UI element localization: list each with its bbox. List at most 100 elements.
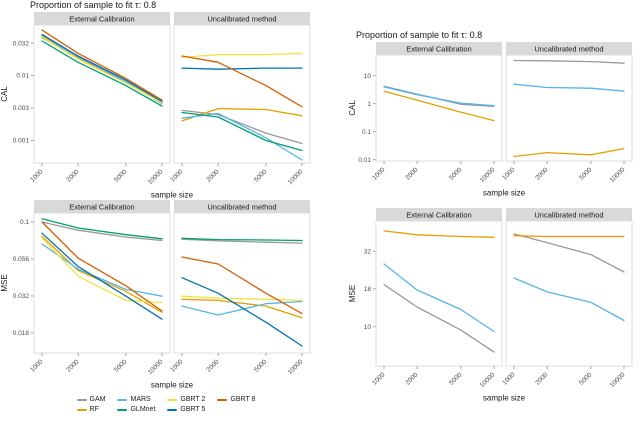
y-tick-label: 10 — [364, 324, 372, 331]
facet-strip-label: External Calibration — [69, 203, 134, 212]
y-axis-label: MSE — [348, 285, 357, 302]
legend-key-gbrt-2 — [167, 398, 178, 402]
series-line-gbrt-2 — [181, 295, 303, 302]
legend-label-glmnet: GLMnet — [130, 406, 156, 413]
x-tick-label: 1000 — [29, 358, 44, 373]
facet-panel — [375, 54, 503, 162]
x-axis-label: sample size — [151, 191, 194, 200]
legend-entry-rf: RF — [76, 405, 106, 415]
left-figure-column: Proportion of sample to fit τ: 0.8 CAL 0.… — [0, 0, 332, 415]
y-tick-label: 0.001 — [13, 138, 30, 145]
facet-strip — [376, 42, 502, 55]
legend-key-gam — [76, 398, 87, 402]
legend-label-gbrt-8: GBRT 8 — [230, 396, 256, 403]
series-line-gam — [513, 59, 625, 64]
left-mse-chart: MSE 0.1 0.056 0.032 0.018 External Calibratio… — [0, 200, 332, 390]
x-tick-label: 10000 — [609, 371, 627, 389]
x-tick-label: 2000 — [65, 168, 80, 183]
legend-key-rf — [76, 408, 87, 412]
x-tick-label: 5000 — [113, 168, 128, 183]
cal-chart-svg: CAL 10 1 0.1 0.01 External Calibration 1000 200… — [348, 42, 633, 198]
facet-panel — [173, 212, 311, 354]
facet-strip-label: Uncalibrated method — [534, 45, 603, 54]
series-line-gbrt-8 — [41, 29, 163, 101]
series-line-gbrt-5 — [41, 33, 163, 103]
x-tick-label: 2000 — [534, 166, 549, 181]
x-tick-label: 5000 — [578, 166, 593, 181]
legend-label-rf: RF — [89, 406, 99, 413]
facet-strip — [506, 42, 632, 55]
series-line-rf — [383, 90, 495, 122]
facet-strip — [174, 200, 310, 213]
x-tick-label: 1000 — [501, 166, 516, 181]
y-tick-label: 0.01 — [16, 73, 29, 80]
y-tick-label: 32 — [364, 248, 372, 255]
legend-column: GBRT 8 — [217, 395, 255, 405]
x-axis-label: sample size — [483, 394, 526, 403]
series-line-gam — [41, 221, 163, 242]
series-line-glmnet — [41, 40, 163, 107]
legend-entry-glmnet: GLMnet — [117, 405, 155, 415]
x-tick-label: 5000 — [448, 371, 463, 386]
series-line-rf — [513, 147, 625, 158]
series-line-gbrt-5 — [41, 232, 163, 320]
x-tick-label: 10000 — [147, 168, 165, 186]
series-line-mars — [383, 86, 495, 107]
series-line-glmnet — [181, 237, 303, 242]
y-tick-label: 0.032 — [13, 40, 30, 47]
x-tick-label: 1000 — [371, 371, 386, 386]
facet-strip-label: External Calibration — [406, 211, 471, 220]
series-line-rf — [513, 235, 625, 238]
x-tick-label: 10000 — [147, 358, 165, 376]
x-tick-label: 10000 — [287, 168, 305, 186]
series-line-glmnet — [181, 111, 303, 152]
series-line-mars — [181, 300, 303, 316]
x-tick-label: 5000 — [578, 371, 593, 386]
legend-key-mars — [117, 398, 128, 402]
y-tick-label: 1 — [367, 101, 371, 108]
series-line-gbrt-5 — [181, 67, 303, 70]
x-tick-label: 2000 — [205, 168, 220, 183]
x-tick-label: 2000 — [404, 371, 419, 386]
series-line-rf — [383, 230, 495, 238]
x-tick-label: 2000 — [205, 358, 220, 373]
series-line-gbrt-2 — [41, 237, 163, 304]
left-cal-chart: CAL 0.032 0.01 0.003 0.001 External Calibrati… — [0, 12, 332, 200]
series-line-gbrt-2 — [41, 36, 163, 104]
series-line-mars — [513, 277, 625, 322]
facet-strip — [506, 208, 632, 221]
y-tick-label: 0.1 — [362, 129, 371, 136]
x-tick-label: 5000 — [113, 358, 128, 373]
legend-label-gbrt-2: GBRT 2 — [180, 396, 206, 403]
series-line-gam — [181, 238, 303, 244]
legend-key-glmnet — [117, 408, 128, 412]
series-line-glmnet — [41, 218, 163, 240]
x-tick-label: 5000 — [253, 168, 268, 183]
x-tick-label: 1000 — [29, 168, 44, 183]
x-axis-label: sample size — [151, 381, 194, 390]
legend-column: GBRT 2 GBRT 5 — [167, 395, 205, 415]
y-tick-label: 0.01 — [358, 157, 371, 164]
y-tick-label: 10 — [364, 73, 372, 80]
series-line-gbrt-5 — [181, 277, 303, 347]
mse-chart-svg: MSE 0.1 0.056 0.032 0.018 External Calibratio… — [0, 200, 311, 390]
legend-key-gbrt-8 — [217, 398, 228, 402]
series-line-mars — [181, 112, 303, 161]
x-tick-label: 5000 — [253, 358, 268, 373]
legend-label-gam: GAM — [89, 396, 106, 403]
y-axis-label: MSE — [0, 274, 9, 291]
facet-strip-label: External Calibration — [69, 15, 134, 24]
series-line-gbrt-8 — [41, 221, 163, 312]
y-tick-label: 0.032 — [13, 293, 30, 300]
facet-strip — [34, 200, 170, 213]
series-line-gbrt-8 — [181, 256, 303, 315]
facet-strip — [376, 208, 502, 221]
x-tick-label: 1000 — [169, 358, 184, 373]
right-figure-column: Proportion of sample to fit τ: 0.8 CAL 10… — [348, 30, 640, 403]
legend-key-gbrt-5 — [167, 408, 178, 412]
x-tick-label: 2000 — [404, 166, 419, 181]
left-figure-title: Proportion of sample to fit τ: 0.8 — [30, 0, 157, 10]
x-axis-label: sample size — [483, 189, 526, 198]
right-cal-chart: CAL 10 1 0.1 0.01 External Calibration 1000 200… — [348, 42, 640, 198]
legend-entry-gbrt-2: GBRT 2 — [167, 395, 205, 405]
